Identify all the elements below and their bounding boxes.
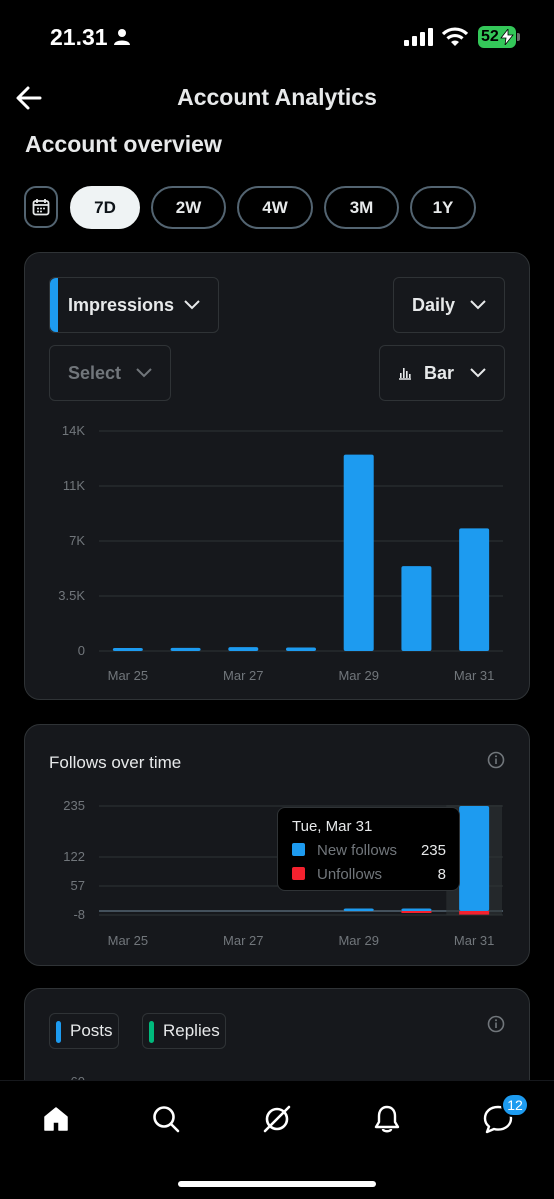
interval-label: Daily <box>412 294 456 315</box>
calendar-icon <box>32 199 50 216</box>
replies-chip-label: Replies <box>163 1021 220 1040</box>
chart-bar <box>286 647 316 651</box>
page-title: Account Analytics <box>177 84 377 110</box>
unfollows-bar <box>459 911 490 915</box>
posts-legend-chip[interactable]: Posts <box>49 1013 119 1049</box>
chart-bar <box>228 647 259 651</box>
bar-chart-icon <box>399 368 411 380</box>
range-7d-button[interactable]: 7D <box>70 186 140 229</box>
chart-tooltip: Tue, Mar 31 New follows 235 Unfollows 8 <box>277 807 460 891</box>
messages-badge: 12 <box>501 1093 529 1117</box>
grok-icon <box>263 1105 291 1133</box>
status-time: 21.31 <box>50 24 108 50</box>
tooltip-unfollows-label: Unfollows <box>317 866 383 883</box>
new-follows-swatch <box>292 843 305 856</box>
arrow-left-icon[interactable] <box>14 84 44 112</box>
home-indicator <box>178 1181 376 1187</box>
y-tick-label: 0 <box>78 643 85 658</box>
info-icon[interactable] <box>487 751 505 769</box>
y-tick-label: 7K <box>69 533 85 548</box>
charging-bolt-icon <box>500 29 514 45</box>
replies-accent <box>149 1021 154 1043</box>
follows-card: Follows over time 235 122 57 -8 Mar 25 Mar 27… <box>24 724 530 966</box>
y-tick-label: 122 <box>63 849 85 864</box>
tooltip-date: Tue, Mar 31 <box>292 818 373 835</box>
x-tick-label: Mar 31 <box>454 933 494 948</box>
chevron-down-icon <box>184 300 200 310</box>
tooltip-unfollows-value: 8 <box>437 866 446 883</box>
tab-grok[interactable] <box>257 1099 297 1139</box>
person-icon <box>114 29 130 45</box>
home-icon <box>44 1107 68 1131</box>
unfollows-swatch <box>292 867 305 880</box>
bell-icon <box>374 1105 400 1133</box>
chart-type-dropdown[interactable]: Bar <box>379 345 505 401</box>
new-follows-bar <box>401 908 432 911</box>
unfollows-bar <box>401 911 432 913</box>
posts-accent <box>56 1021 61 1043</box>
range-3m-button[interactable]: 3M <box>324 186 399 229</box>
chart-bar <box>343 454 374 651</box>
section-title: Account overview <box>25 131 222 157</box>
range-1y-button[interactable]: 1Y <box>410 186 476 229</box>
new-follows-bar <box>459 806 490 911</box>
battery-tip <box>517 33 520 41</box>
info-icon[interactable] <box>487 1015 505 1033</box>
chevron-down-icon <box>136 368 152 378</box>
range-2w-button[interactable]: 2W <box>151 186 226 229</box>
chart-bar <box>170 647 201 651</box>
chevron-down-icon <box>470 300 486 310</box>
impressions-bar-chart: 14K 11K 7K 3.5K 0 Mar 25 Mar 27 Mar 29 Mar 31 <box>58 423 503 683</box>
message-bubble-icon <box>483 1105 513 1134</box>
y-tick-label: 14K <box>62 423 85 438</box>
y-tick-label: 11K <box>63 478 85 493</box>
y-tick-label: 235 <box>63 798 85 813</box>
chart-bar <box>401 566 432 651</box>
compare-label: Select <box>68 362 122 383</box>
search-icon <box>153 1106 180 1133</box>
x-tick-label: Mar 29 <box>338 933 378 948</box>
chart-bar <box>459 528 490 651</box>
x-tick-label: Mar 25 <box>108 668 148 683</box>
chevron-down-icon <box>470 368 486 378</box>
y-tick-label: -8 <box>73 907 85 922</box>
tab-search[interactable] <box>146 1099 186 1139</box>
calendar-button[interactable] <box>24 186 58 228</box>
metric-dropdown[interactable]: Impressions <box>49 277 219 333</box>
tab-home[interactable] <box>36 1099 76 1139</box>
wifi-icon <box>442 27 468 46</box>
compare-dropdown[interactable]: Select <box>49 345 171 401</box>
x-tick-label: Mar 25 <box>108 933 148 948</box>
tooltip-unfollows-row: Unfollows 8 <box>292 866 446 883</box>
chart-type-label: Bar <box>424 362 455 383</box>
x-tick-label: Mar 29 <box>338 668 378 683</box>
replies-legend-chip[interactable]: Replies <box>142 1013 226 1049</box>
x-tick-label: Mar 31 <box>454 668 494 683</box>
impressions-card: Impressions Daily Select Bar 14K 11K 7K 3.5… <box>24 252 530 700</box>
tooltip-new-follows-row: New follows 235 <box>292 842 446 859</box>
chart-bar <box>112 648 143 651</box>
status-bar: 21.31 52 <box>0 0 554 72</box>
range-4w-button[interactable]: 4W <box>237 186 313 229</box>
posts-chip-label: Posts <box>70 1021 113 1040</box>
bottom-tab-bar <box>0 1080 554 1199</box>
x-tick-label: Mar 27 <box>223 933 263 948</box>
x-tick-label: Mar 27 <box>223 668 263 683</box>
new-follows-bar <box>343 908 374 911</box>
metric-color-accent <box>50 278 58 332</box>
y-tick-label: 57 <box>71 878 85 893</box>
tab-notifications[interactable] <box>367 1099 407 1139</box>
signal-icon <box>404 28 433 46</box>
interval-dropdown[interactable]: Daily <box>393 277 505 333</box>
follows-card-title: Follows over time <box>49 753 182 772</box>
tooltip-new-follows-label: New follows <box>317 842 398 859</box>
y-tick-label: 3.5K <box>58 588 85 603</box>
tab-messages[interactable] <box>478 1099 518 1139</box>
page-header: Account Analytics <box>0 72 554 124</box>
metric-label: Impressions <box>68 294 175 315</box>
tooltip-new-follows-value: 235 <box>420 842 446 859</box>
